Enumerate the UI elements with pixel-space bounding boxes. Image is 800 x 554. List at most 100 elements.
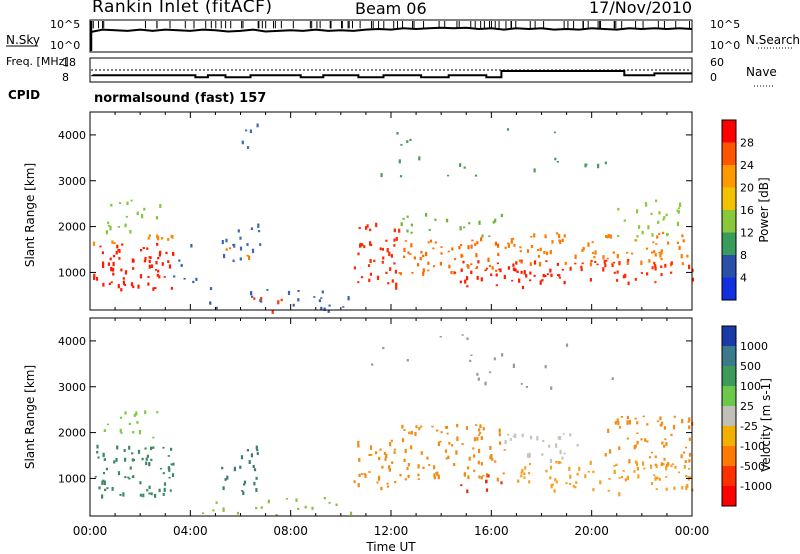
scatter-cell: [422, 268, 425, 273]
scatter-cell: [684, 446, 688, 449]
scatter-cell: [458, 245, 461, 250]
scatter-cell: [96, 444, 99, 449]
scatter-cell: [609, 234, 612, 239]
scatter-cell: [528, 480, 531, 484]
scatter-cell: [147, 236, 150, 240]
scatter-cell: [688, 425, 691, 430]
colorbar-swatch: [722, 210, 736, 233]
scatter-cell: [156, 273, 159, 277]
scatter-cell: [541, 279, 544, 282]
scatter-cell: [615, 463, 618, 466]
scatter-cell: [497, 252, 500, 256]
scatter-cell: [97, 456, 100, 459]
scatter-cell: [678, 245, 681, 250]
scatter-cell: [557, 461, 561, 465]
scatter-cell: [178, 259, 181, 262]
scatter-cell: [584, 474, 587, 479]
scatter-cell: [660, 423, 663, 427]
scatter-cell: [410, 430, 413, 435]
scatter-cell: [148, 264, 151, 269]
scatter-cell: [137, 284, 140, 289]
colorbar-swatch: [722, 232, 736, 255]
scatter-cell: [640, 438, 643, 441]
scatter-cell: [130, 282, 134, 287]
scatter-cell: [683, 465, 686, 469]
scatter-cell: [439, 336, 442, 338]
scatter-cell: [368, 454, 371, 456]
scatter-cell: [190, 244, 193, 248]
scatter-cell: [418, 156, 421, 161]
scatter-cell: [634, 239, 637, 242]
scatter-cell: [548, 444, 551, 448]
power-colorbar: 28 24 20 16 12 8 4: [721, 119, 754, 301]
scatter-cell: [581, 249, 584, 252]
scatter-cell: [304, 505, 307, 509]
scatter-cell: [664, 263, 667, 268]
scatter-cell: [96, 450, 99, 454]
scatter-cell: [246, 243, 249, 246]
scatter-cell: [129, 466, 132, 470]
scatter-cell: [556, 161, 559, 163]
scatter-cell: [94, 475, 97, 478]
scatter-cell: [437, 474, 440, 480]
scatter-cell: [512, 363, 515, 368]
scatter-cell: [659, 253, 662, 258]
scatter-cell: [658, 232, 661, 235]
scatter-cell: [124, 476, 127, 479]
scatter-cell: [565, 343, 569, 347]
scatter-cell: [237, 229, 240, 233]
scatter-cell: [380, 486, 383, 491]
scatter-cell: [609, 449, 612, 454]
power-scale-tick: 12: [740, 227, 754, 240]
scatter-cell: [224, 478, 227, 481]
scatter-cell: [122, 492, 125, 497]
scatter-cell: [503, 449, 506, 451]
scatter-cell: [398, 159, 401, 164]
scatter-cell: [460, 484, 463, 487]
scatter-cell: [280, 298, 283, 302]
scatter-cell: [654, 281, 657, 284]
scatter-cell: [688, 459, 691, 463]
scatter-cell: [126, 201, 129, 206]
scatter-cell: [425, 212, 428, 217]
scatter-cell: [618, 492, 621, 497]
scatter-cell: [528, 463, 532, 466]
scatter-cell: [444, 426, 447, 429]
scatter-cell: [381, 247, 384, 251]
scatter-cell: [636, 432, 639, 434]
scatter-cell: [453, 258, 457, 261]
scatter-cell: [506, 128, 510, 131]
scatter-cell: [419, 256, 422, 261]
scatter-cell: [221, 466, 224, 470]
scatter-cell: [617, 421, 620, 426]
scatter-cell: [277, 300, 280, 305]
scatter-cell: [480, 277, 483, 282]
scatter-cell: [628, 459, 631, 464]
colorbar-swatch: [722, 165, 736, 188]
scatter-cell: [561, 268, 564, 271]
scatter-cell: [553, 131, 556, 134]
scatter-cell: [420, 425, 423, 428]
noise-left-tick-bottom: 10^0: [50, 39, 80, 52]
scatter-cell: [311, 506, 314, 510]
scatter-cell: [470, 354, 473, 356]
scatter-cell: [616, 279, 619, 282]
scatter-cell: [476, 266, 479, 269]
scatter-cell: [484, 381, 487, 386]
noise-right-tick-top: 10^5: [710, 18, 740, 31]
scatter-cell: [462, 260, 465, 264]
scatter-cell: [399, 175, 403, 178]
scatter-cell: [533, 168, 536, 173]
power-heatmap: [92, 123, 695, 314]
scatter-cell: [623, 219, 626, 222]
colorbar-frame: [721, 325, 737, 507]
scatter-cell: [655, 464, 658, 469]
scatter-cell: [410, 223, 413, 227]
scatter-cell: [168, 264, 172, 269]
scatter-cell: [572, 485, 575, 488]
scatter-cell: [433, 473, 436, 478]
scatter-cell: [403, 458, 406, 462]
scatter-cell: [411, 271, 414, 274]
scatter-cell: [168, 467, 171, 472]
scatter-cell: [422, 271, 425, 276]
